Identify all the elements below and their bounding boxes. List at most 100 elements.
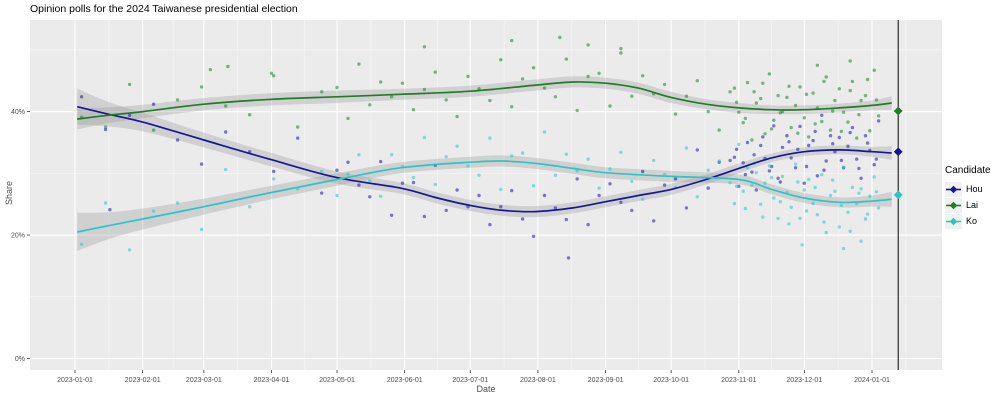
poll-point	[673, 177, 678, 181]
poll-point	[455, 144, 459, 148]
poll-points-lai	[79, 35, 881, 142]
poll-point	[422, 214, 427, 219]
trend-line-lai	[77, 81, 892, 120]
result-marker-lai	[893, 106, 903, 116]
legend: Candidate Hou Lai Ko	[945, 165, 991, 229]
poll-point	[872, 175, 876, 179]
poll-point	[248, 205, 252, 209]
poll-point	[379, 159, 383, 164]
poll-point	[874, 157, 879, 161]
poll-point	[807, 143, 811, 148]
poll-point	[531, 66, 536, 70]
poll-point	[767, 169, 772, 173]
poll-point	[759, 96, 763, 101]
poll-point	[320, 90, 324, 94]
legend-key-diamond-icon	[945, 181, 962, 197]
poll-point	[175, 201, 180, 205]
poll-point	[630, 208, 634, 213]
legend-label: Hou	[966, 184, 983, 194]
poll-point	[695, 148, 699, 152]
poll-point	[673, 112, 678, 116]
poll-point	[839, 158, 844, 163]
poll-point	[320, 169, 324, 174]
poll-point	[798, 85, 802, 89]
confidence-band-lai	[77, 76, 892, 130]
poll-point	[848, 59, 852, 63]
poll-point	[346, 116, 350, 121]
poll-point	[477, 173, 481, 177]
poll-point	[778, 200, 782, 204]
legend-label: Lai	[966, 200, 979, 210]
poll-point	[807, 177, 811, 182]
poll-point	[706, 168, 710, 172]
trend-line-ko	[77, 160, 892, 233]
poll-point	[837, 225, 841, 229]
poll-point	[520, 217, 525, 221]
poll-point	[802, 116, 806, 120]
x-tick-label: 2023-06-01	[387, 377, 423, 384]
poll-point	[368, 103, 372, 107]
poll-point	[652, 158, 656, 163]
poll-point	[828, 134, 833, 138]
poll-point	[820, 113, 824, 118]
poll-point	[820, 172, 824, 177]
poll-point	[831, 178, 835, 182]
poll-point	[778, 180, 782, 184]
poll-point	[357, 183, 361, 187]
poll-point	[804, 164, 809, 169]
poll-point	[802, 188, 806, 192]
poll-point	[813, 122, 817, 126]
y-tick-label: 0%	[15, 356, 25, 363]
poll-point	[433, 182, 437, 187]
poll-point	[466, 164, 470, 168]
poll-point	[488, 222, 492, 227]
poll-point	[510, 105, 514, 109]
poll-point	[608, 182, 612, 186]
poll-point	[772, 124, 776, 128]
poll-point	[488, 98, 492, 103]
poll-point	[813, 185, 817, 190]
poll-point	[553, 206, 558, 210]
poll-point	[542, 193, 547, 198]
poll-point	[706, 109, 710, 114]
poll-point	[750, 183, 754, 187]
poll-point	[822, 79, 826, 84]
poll-point	[857, 191, 861, 195]
poll-point	[477, 193, 481, 198]
poll-point	[754, 101, 758, 105]
poll-point	[859, 187, 863, 191]
poll-point	[597, 71, 601, 76]
poll-point	[850, 185, 855, 190]
poll-point	[754, 188, 758, 192]
poll-point	[586, 43, 590, 47]
poll-point	[813, 129, 817, 134]
poll-point	[824, 230, 828, 235]
poll-point	[531, 184, 536, 188]
poll-point	[745, 140, 750, 145]
poll-point	[575, 177, 579, 181]
poll-point	[199, 227, 204, 232]
poll-point	[874, 190, 879, 194]
poll-point	[346, 172, 350, 176]
poll-point	[389, 95, 394, 99]
poll-point	[815, 174, 820, 178]
poll-point	[199, 85, 204, 89]
x-tick-label: 2023-12-01	[786, 377, 822, 384]
poll-point	[820, 119, 824, 124]
poll-point	[695, 195, 699, 199]
poll-point	[745, 80, 750, 85]
poll-point	[400, 81, 405, 85]
poll-point	[732, 201, 737, 206]
result-marker-hou	[893, 147, 903, 157]
poll-point	[422, 45, 427, 49]
poll-point	[837, 87, 841, 91]
poll-point	[127, 82, 132, 87]
poll-point	[737, 142, 741, 146]
y-axis-label: Share	[4, 180, 14, 206]
poll-point	[752, 90, 756, 94]
x-tick-label: 2023-02-01	[125, 377, 161, 384]
poll-point	[368, 179, 372, 183]
poll-point	[833, 98, 837, 103]
poll-point	[564, 152, 568, 156]
poll-point	[767, 72, 772, 76]
